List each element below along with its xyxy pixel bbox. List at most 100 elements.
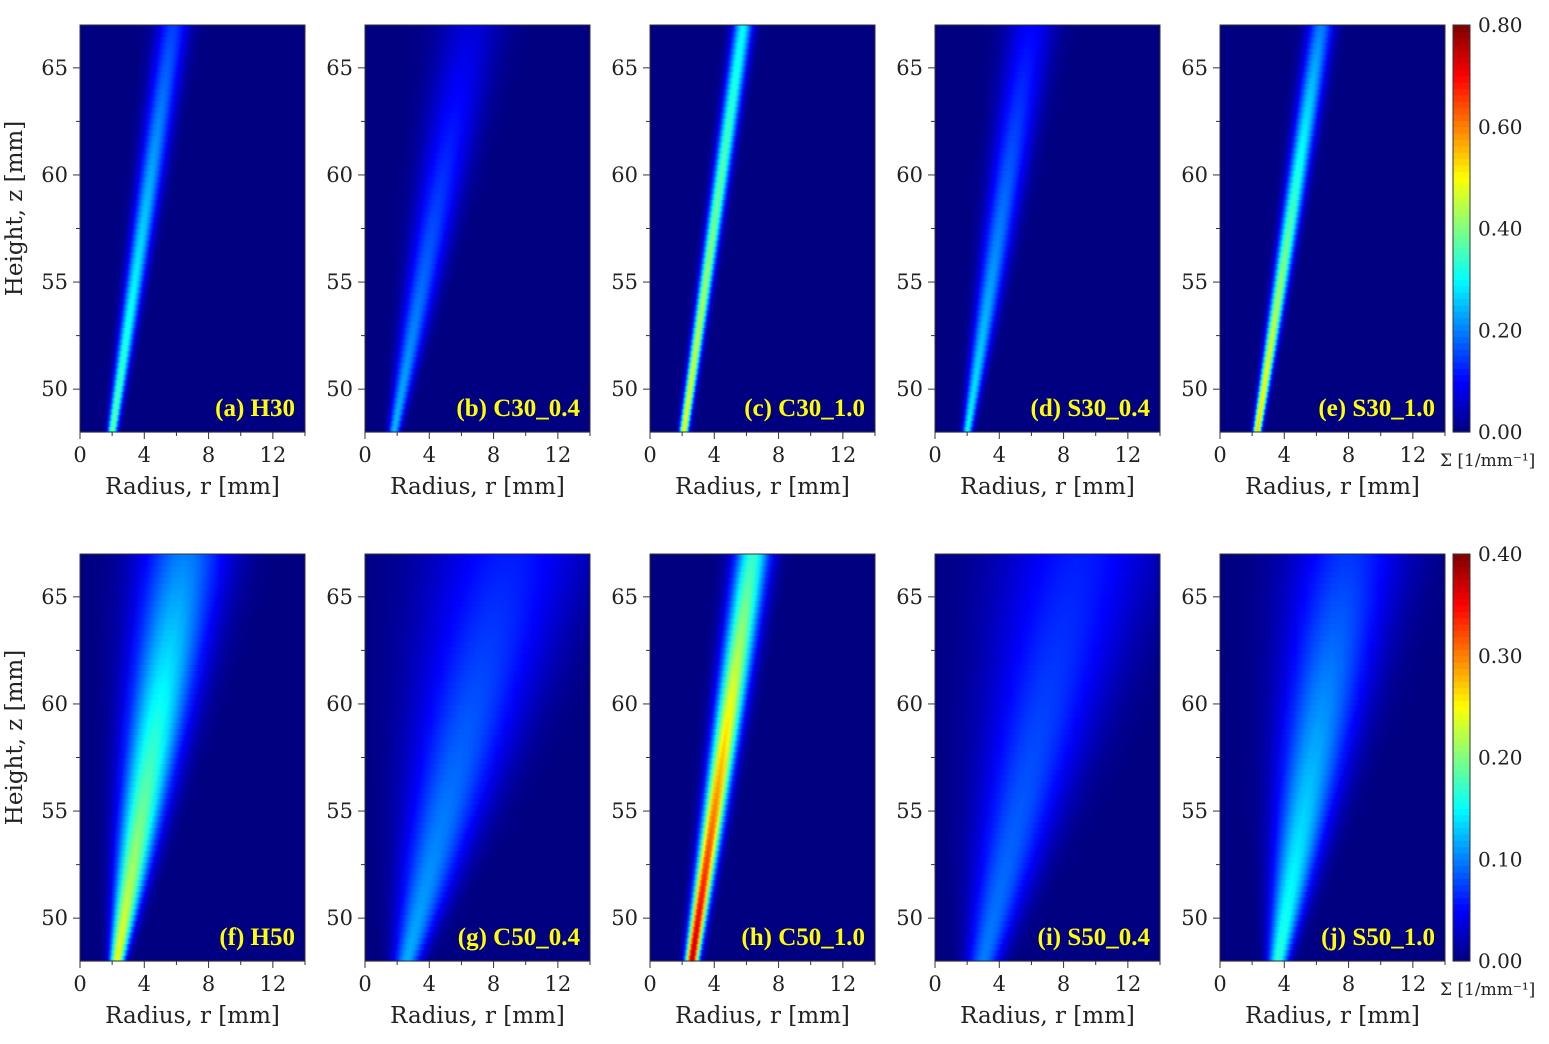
heatmap-slice <box>80 48 305 55</box>
heatmap-slice <box>365 554 590 561</box>
x-tick-label: 8 <box>772 443 785 467</box>
heatmap-slice <box>80 368 305 375</box>
heatmap-slice <box>650 687 875 695</box>
heatmap-slice <box>80 286 305 294</box>
heatmap-slice <box>935 647 1160 654</box>
heatmap-slice <box>935 402 1160 410</box>
heatmap-slice <box>650 25 875 32</box>
heatmap-slice <box>650 937 875 945</box>
colorbar-segment <box>1453 744 1470 752</box>
heatmap-slice <box>650 176 875 183</box>
panel-label: (h) C50_1.0 <box>741 924 865 951</box>
heatmap-slice <box>935 280 1160 288</box>
colorbar-segment <box>1453 789 1470 797</box>
colorbar-segment <box>1453 891 1470 899</box>
heatmap-slice <box>935 118 1160 125</box>
heatmap-slice <box>650 59 875 67</box>
x-tick-label: 8 <box>1057 972 1070 996</box>
x-axis-label: Radius, r [mm] <box>390 474 565 500</box>
heatmap-slice <box>650 902 875 910</box>
heatmap-slice <box>1220 94 1445 102</box>
colorbar-segment <box>1453 579 1470 587</box>
heatmap-slice <box>365 949 590 956</box>
heatmap-slice <box>80 931 305 939</box>
heatmap-slice <box>935 373 1160 381</box>
colorbar-segment <box>1453 630 1470 638</box>
heatmap-slice <box>1220 873 1445 881</box>
heatmap-slice <box>935 147 1160 154</box>
x-tick-label: 12 <box>259 972 286 996</box>
heatmap-slice <box>1220 769 1445 776</box>
heatmap-slice <box>935 391 1160 398</box>
heatmap-slice <box>1220 222 1445 230</box>
heatmap-slice <box>365 362 590 369</box>
heatmap-slice <box>935 734 1160 741</box>
heatmap-slice <box>650 414 875 421</box>
heatmap-slice <box>935 54 1160 61</box>
x-tick-label: 12 <box>1114 443 1141 467</box>
heatmap-slice <box>80 71 305 78</box>
y-tick-label: 60 <box>611 163 638 187</box>
colorbar-segment <box>1453 266 1470 274</box>
heatmap-slice <box>650 309 875 317</box>
y-tick-label: 65 <box>326 56 353 80</box>
heatmap-slice <box>650 833 875 840</box>
heatmap-slice <box>365 234 590 241</box>
heatmap-slice <box>1220 426 1445 433</box>
x-tick-label: 8 <box>1342 443 1355 467</box>
colorbar-segment <box>1453 916 1470 924</box>
heatmap-slice <box>935 594 1160 602</box>
heatmap-slice <box>650 827 875 834</box>
heatmap-slice <box>935 827 1160 834</box>
colorbar-segment <box>1453 183 1470 191</box>
heatmap-slice <box>1220 36 1445 44</box>
heatmap-slice <box>365 786 590 793</box>
heatmap-slice <box>935 42 1160 49</box>
heatmap-slice <box>80 100 305 107</box>
heatmap-slice <box>365 641 590 648</box>
heatmap-slice <box>650 420 875 427</box>
colorbar-segment <box>1453 177 1470 185</box>
colorbar-segment <box>1453 362 1470 370</box>
heatmap-slice <box>650 193 875 201</box>
heatmap-slice <box>365 187 590 195</box>
heatmap-slice <box>1220 106 1445 113</box>
heatmap-slice <box>650 850 875 857</box>
heatmap-slice <box>1220 763 1445 770</box>
heatmap-slice <box>365 652 590 660</box>
heatmap-panel: 0 4 8 12 50 55 60 65 Radius, r [mm] (h) C50_1.0 <box>611 553 876 1029</box>
colorbar-segment <box>1453 342 1470 350</box>
heatmap-slice <box>365 216 590 224</box>
heatmap-slice <box>935 25 1160 32</box>
heatmap-slice <box>80 798 305 805</box>
heatmap-slice <box>650 298 875 305</box>
heatmap-slice <box>650 815 875 823</box>
heatmap-slice <box>650 647 875 654</box>
y-tick-label: 60 <box>1181 163 1208 187</box>
heatmap-slice <box>935 83 1160 90</box>
heatmap-slice <box>935 263 1160 270</box>
heatmap-slice <box>365 344 590 352</box>
heatmap-slice <box>365 827 590 834</box>
heatmap-slice <box>365 59 590 67</box>
heatmap-slice <box>365 914 590 921</box>
heatmap-slice <box>1220 809 1445 817</box>
colorbar-segment <box>1453 126 1470 134</box>
heatmap-slice <box>1220 373 1445 381</box>
heatmap-slice <box>1220 211 1445 218</box>
heatmap-slice <box>80 681 305 689</box>
y-tick-label: 65 <box>896 56 923 80</box>
x-axis-label: Radius, r [mm] <box>1245 1003 1420 1029</box>
heatmap-slice <box>935 164 1160 171</box>
heatmap-slice <box>1220 867 1445 875</box>
colorbar-segment <box>1453 636 1470 644</box>
heatmap-slice <box>365 71 590 78</box>
heatmap-slice <box>80 141 305 148</box>
heatmap-slice <box>650 397 875 404</box>
colorbar-label: Σ [1/mm⁻¹] <box>1440 980 1535 1000</box>
heatmap-slice <box>365 588 590 596</box>
heatmap-slice <box>365 100 590 107</box>
x-tick-label: 0 <box>1213 972 1226 996</box>
heatmap-slice <box>650 554 875 561</box>
heatmap-slice <box>80 769 305 776</box>
